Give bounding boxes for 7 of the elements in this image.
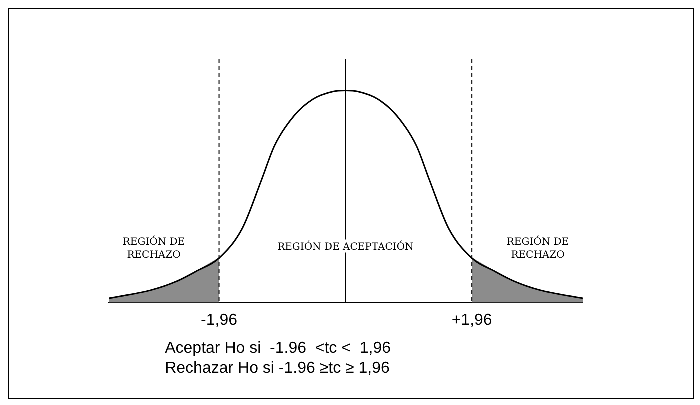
annotation: REGIÓN DE ACEPTACIÓN bbox=[278, 240, 414, 253]
x-tick-label: +1,96 bbox=[452, 312, 492, 329]
annotation: REGIÓN DE RECHAZO bbox=[122, 234, 186, 261]
annotation: REGIÓN DE RECHAZO bbox=[506, 234, 570, 261]
x-tick-label: -1,96 bbox=[201, 312, 238, 329]
text: Aceptar Ho si -1.96 <tc < 1,96 bbox=[165, 340, 392, 357]
text: Rechazar Ho si -1.96 ≥tc ≥ 1,96 bbox=[165, 360, 390, 377]
